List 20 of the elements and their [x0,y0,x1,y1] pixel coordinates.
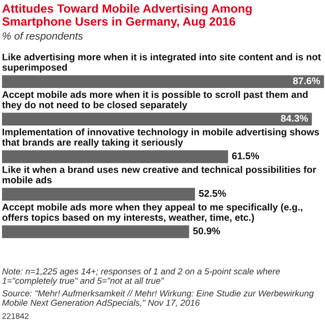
bar [2,188,195,201]
bar [2,75,324,88]
data-label: 61.5% [232,152,260,160]
data-label: 87.6% [293,77,320,84]
data-label: 52.5% [198,190,226,197]
bar [2,112,312,126]
chart-title: Attitudes Toward Mobile Advertising Among Smartphone Users in Germany, Aug 2016 [2,4,252,28]
chart-subtitle: % of respondents [2,32,83,42]
y-tick-label: Accept mobile ads more when they appeal to me specifically (e.g., offers topics based on my interests, weather, time, etc.) [2,203,302,223]
data-label: 50.9% [193,227,220,234]
text: 221842 [2,313,28,319]
data-label: 84.3% [280,114,308,122]
y-tick-label: Accept mobile ads more when it is possible to scroll past them and they do not need to be closed separately [2,90,308,110]
y-tick-label: Implementation of innovative technology in mobile advertising shows that brands are really taking it seriously [2,128,319,148]
y-tick-label: Like advertising more when it is integrated into site content and is not superimposed [2,53,321,73]
bar [2,150,228,164]
bar [2,225,190,238]
text: Note: n=1,225 ages 14+; responses of 1 and 2 on a 5-point scale where 1="completely true" and 5="not at all true" [2,268,280,286]
y-tick-label: Like it when a brand uses new creative and technical possibilities for mobile ads [2,166,316,184]
source-note: Source: "Mehr! Aufmerksamkeit // Mehr! Wirkung: Eine Studie zur Werbewirkung Mobile Next Generation AdSpecials," Nov 17, 2016 [2,290,314,308]
